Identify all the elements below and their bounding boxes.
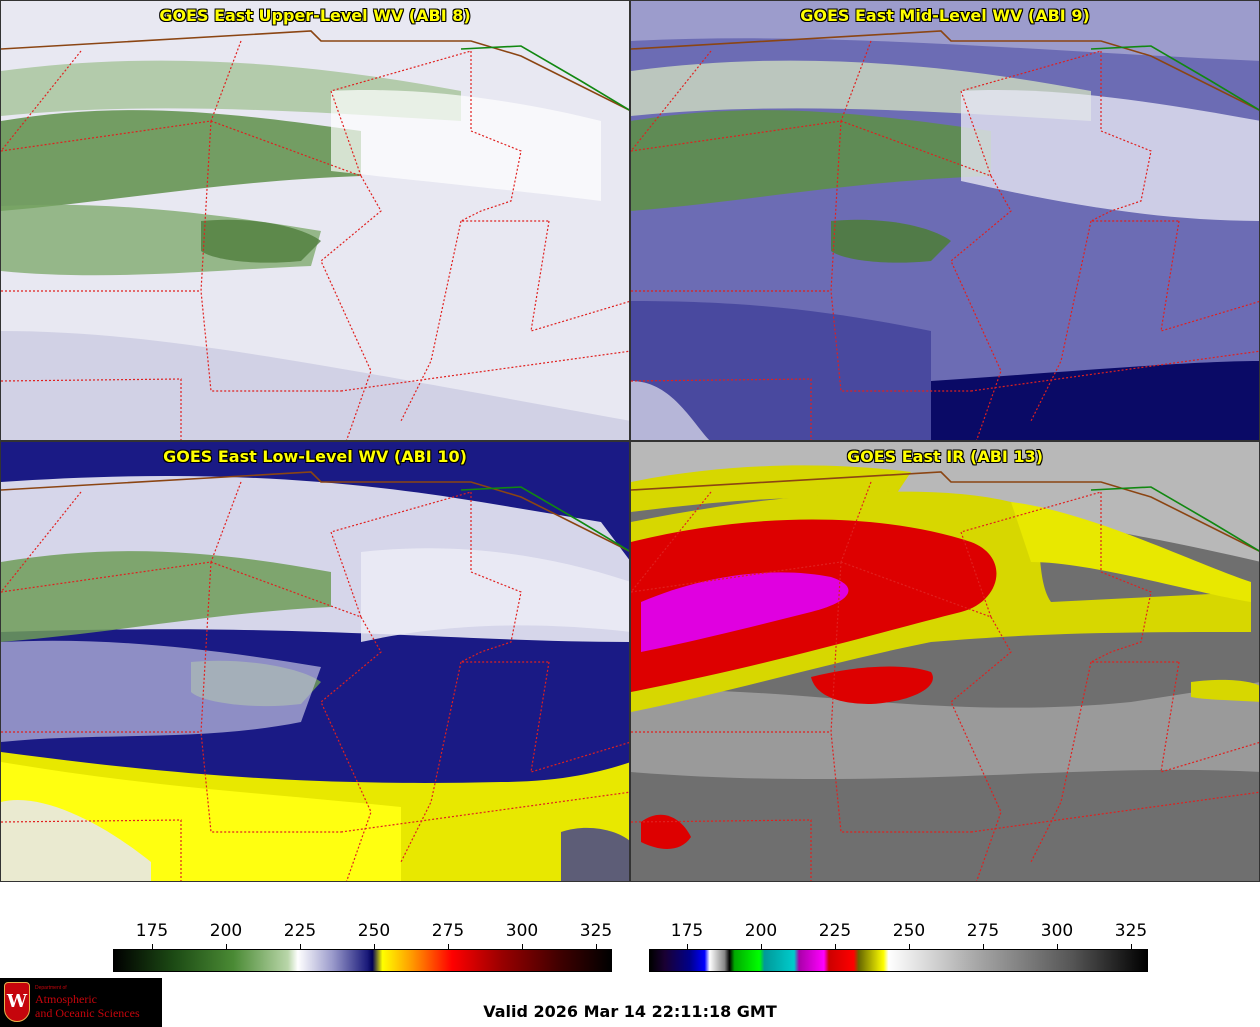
colorbar-tick-label: 225 — [283, 921, 317, 941]
ir-colorbar — [649, 949, 1148, 972]
colorbar-tick-mark — [522, 944, 523, 949]
state-borders — [1, 40, 629, 440]
upper-level-wv-panel: GOES East Upper-Level WV (ABI 8) — [0, 0, 630, 441]
colorbar-tick-mark — [761, 944, 762, 949]
low-level-wv-image — [1, 442, 629, 881]
colorbar-tick-mark — [448, 944, 449, 949]
colorbar-tick-mark — [596, 944, 597, 949]
logo-line2: and Oceanic Sciences — [35, 1006, 140, 1020]
colorbar-tick-label: 200 — [744, 921, 778, 941]
colorbar-tick-label: 300 — [1040, 921, 1074, 941]
colorbar-tick-mark — [835, 944, 836, 949]
mid-level-wv-image — [631, 1, 1259, 440]
colorbar-tick-label: 275 — [966, 921, 1000, 941]
uw-crest-icon: W — [4, 982, 30, 1022]
colorbar-tick-mark — [226, 944, 227, 949]
colorbar-tick-label: 175 — [670, 921, 704, 941]
colorbar-tick-label: 225 — [818, 921, 852, 941]
colorbar-tick-mark — [687, 944, 688, 949]
panel-title: GOES East Mid-Level WV (ABI 9) — [800, 6, 1090, 25]
colorbar-tick-label: 300 — [505, 921, 539, 941]
colorbar-tick-mark — [909, 944, 910, 949]
colorbar-tick-mark — [1057, 944, 1058, 949]
colorbar-tick-label: 250 — [892, 921, 926, 941]
panel-title: GOES East IR (ABI 13) — [846, 447, 1044, 466]
colorbar-tick-label: 175 — [135, 921, 169, 941]
logo-line1: Atmospheric — [35, 992, 97, 1006]
aos-logo: W Department of Atmospheric and Oceanic … — [0, 978, 162, 1027]
colorbar-tick-label: 325 — [1114, 921, 1148, 941]
valid-time: Valid 2026 Mar 14 22:11:18 GMT — [483, 1002, 777, 1021]
colorbar-tick-mark — [1131, 944, 1132, 949]
colorbar-tick-mark — [983, 944, 984, 949]
panel-title: GOES East Upper-Level WV (ABI 8) — [159, 6, 471, 25]
colorbar-tick-label: 250 — [357, 921, 391, 941]
panel-title: GOES East Low-Level WV (ABI 10) — [163, 447, 467, 466]
ir-panel: GOES East IR (ABI 13) — [630, 441, 1260, 882]
colorbar-tick-label: 325 — [579, 921, 613, 941]
ir-image — [631, 442, 1259, 881]
wv-colorbar — [113, 949, 612, 972]
colorbar-tick-label: 275 — [431, 921, 465, 941]
colorbar-tick-mark — [300, 944, 301, 949]
logo-dept-text: Department of — [35, 985, 67, 991]
colorbar-tick-label: 200 — [209, 921, 243, 941]
low-level-wv-panel: GOES East Low-Level WV (ABI 10) — [0, 441, 630, 882]
mid-level-wv-panel: GOES East Mid-Level WV (ABI 9) — [630, 0, 1260, 441]
upper-level-wv-image — [1, 1, 629, 440]
colorbar-tick-mark — [374, 944, 375, 949]
colorbar-tick-mark — [152, 944, 153, 949]
